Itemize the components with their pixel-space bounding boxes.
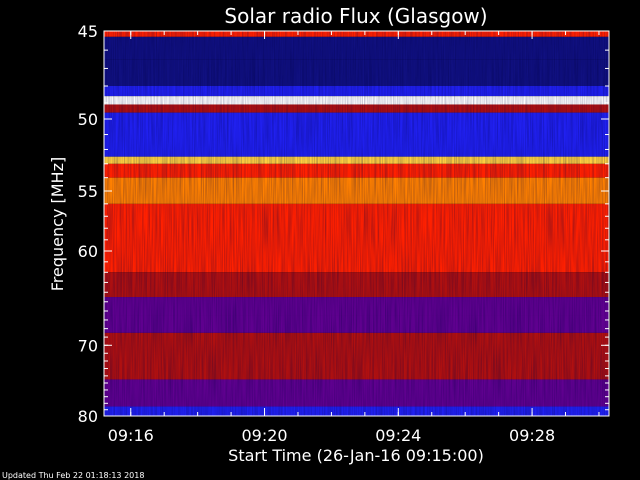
chart-title: Solar radio Flux (Glasgow) [224, 4, 487, 28]
x-axis-label: Start Time (26-Jan-16 09:15:00) [228, 446, 484, 465]
y-tick-label-80: 80 [78, 407, 98, 426]
x-axis: 09:16 09:20 09:24 09:28 [108, 31, 600, 445]
x-tick-label: 09:24 [375, 426, 421, 445]
y-tick-label-70: 70 [78, 336, 98, 355]
y-tick-label-60: 60 [78, 242, 98, 261]
y-tick-label-50: 50 [78, 110, 98, 129]
updated-footer: Updated Thu Feb 22 01:18:13 2018 [2, 471, 144, 480]
y-axis: 45 50 55 60 70 80 [78, 22, 609, 426]
spectrogram-texture [104, 31, 609, 416]
noise-overlay [104, 31, 609, 416]
x-tick-label: 09:28 [509, 426, 555, 445]
plot-frame [103, 30, 610, 417]
x-tick-label: 09:20 [241, 426, 287, 445]
y-tick-label-55: 55 [78, 182, 98, 201]
y-tick-label-45: 45 [78, 22, 98, 41]
x-tick-label: 09:16 [108, 426, 154, 445]
y-axis-label: Frequency [MHz] [48, 157, 67, 291]
